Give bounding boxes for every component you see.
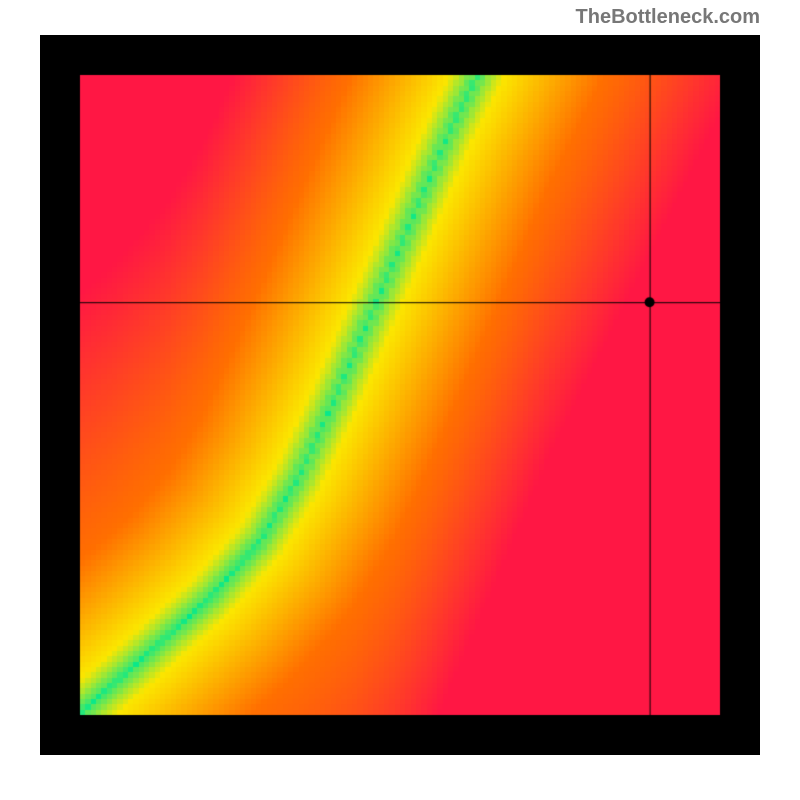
bottleneck-heatmap xyxy=(40,35,760,755)
attribution-text: TheBottleneck.com xyxy=(576,6,760,29)
